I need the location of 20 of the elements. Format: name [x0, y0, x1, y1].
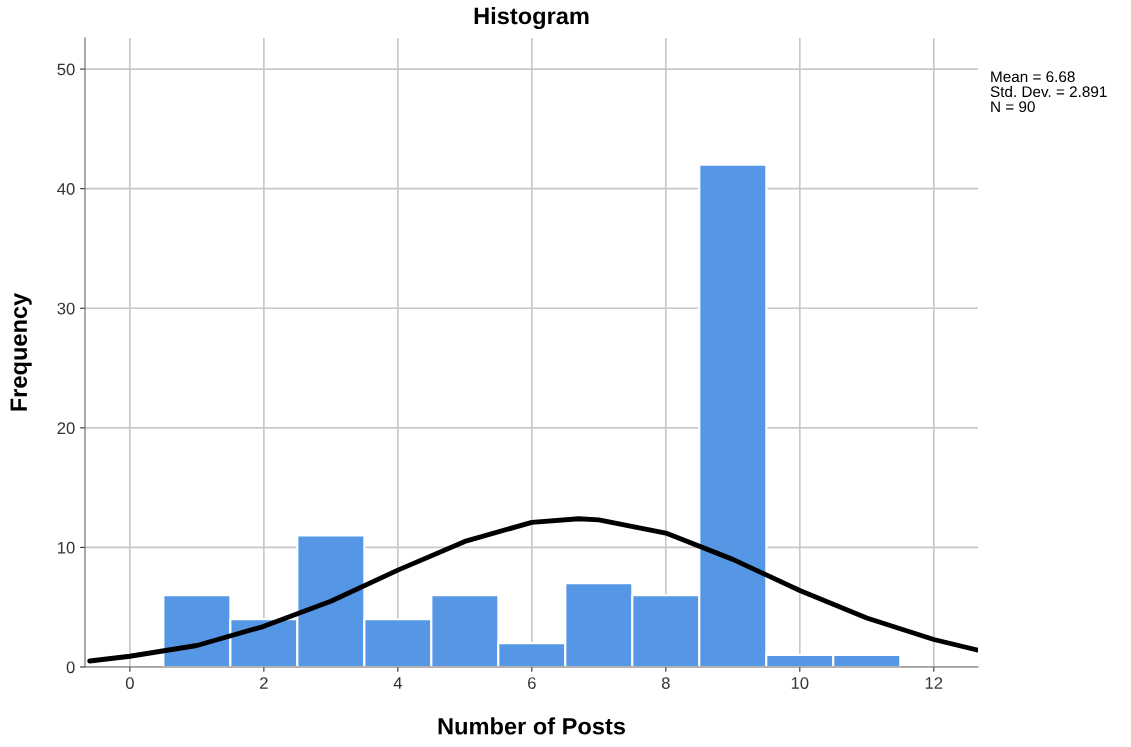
y-tick-label: 0 — [66, 661, 75, 674]
y-tick-label: 10 — [58, 541, 75, 554]
y-tick-label: 30 — [57, 302, 75, 315]
x-tick-label: 8 — [661, 677, 670, 689]
x-tick-label: 0 — [125, 677, 134, 689]
chart-title: Histogram — [474, 7, 589, 30]
y-tick-label: 50 — [57, 63, 75, 76]
x-tick-label: 4 — [393, 677, 402, 689]
line-series — [87, 516, 978, 664]
x-tick-label: 6 — [528, 677, 536, 689]
y-tick-label: 40 — [57, 183, 75, 195]
text: Mean = 6.68 — [991, 71, 1075, 83]
text: Std. Dev. = 2.891 — [990, 85, 1107, 98]
y-axis-title: Frequency — [10, 292, 32, 411]
x-tick-label: 10 — [791, 677, 809, 689]
x-axis-title: Number of Posts — [438, 717, 625, 735]
y-tick-label: 20 — [57, 422, 75, 435]
x-tick-label: 2 — [260, 677, 268, 689]
text: N = 90 — [991, 101, 1035, 113]
x-tick-label: 12 — [925, 677, 943, 689]
